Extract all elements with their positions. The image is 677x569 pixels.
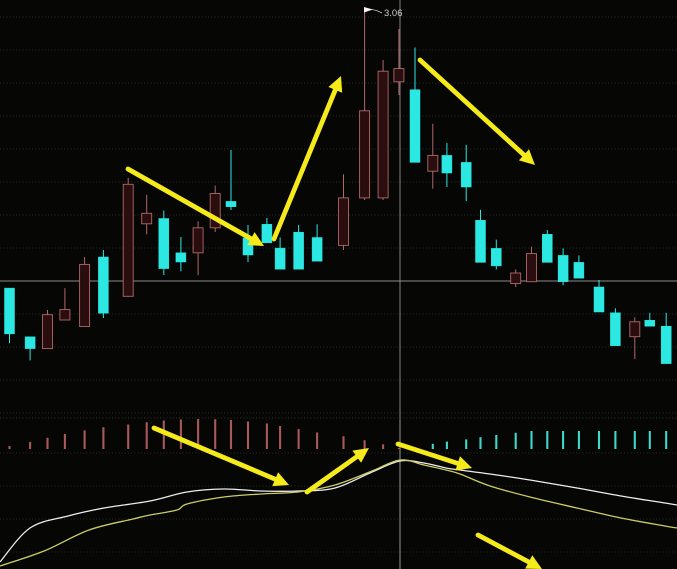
svg-text:3.06: 3.06 bbox=[384, 8, 403, 19]
